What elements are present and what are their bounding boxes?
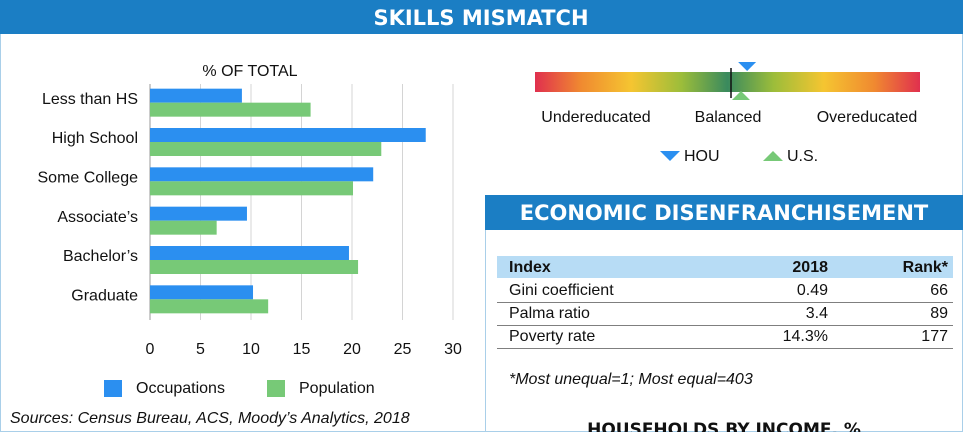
section-title: ECONOMIC DISENFRANCHISEMENT [520, 201, 929, 225]
table-cell: Palma ratio [509, 305, 590, 322]
y-tick-label: Some College [38, 170, 139, 187]
gauge-legend-label: U.S. [787, 148, 818, 165]
x-tick-label: 30 [444, 341, 462, 358]
chart-title: % OF TOTAL [202, 63, 297, 80]
table-header: Index [509, 259, 551, 276]
y-tick-label: Graduate [71, 288, 138, 305]
x-tick-label: 15 [293, 341, 311, 358]
table-cell: 0.49 [797, 282, 828, 299]
gauge-legend-symbol [763, 151, 783, 161]
gauge-bar [535, 72, 920, 92]
y-tick-label: Less than HS [42, 91, 138, 108]
table-cell: 177 [921, 328, 948, 345]
bar [150, 285, 254, 300]
table-header: 2018 [792, 259, 828, 276]
y-tick-label: Associate’s [57, 209, 138, 226]
legend-swatch [104, 380, 122, 397]
x-tick-label: 20 [343, 341, 361, 358]
y-tick-label: Bachelor’s [63, 248, 138, 265]
bar [150, 88, 242, 103]
gauge-label: Undereducated [541, 109, 650, 126]
y-tick-label: High School [52, 130, 138, 147]
legend-swatch [267, 380, 285, 397]
gauge-label: Balanced [695, 109, 762, 126]
bar [150, 206, 247, 221]
table-cell: Gini coefficient [509, 282, 614, 299]
table-cell: Poverty rate [509, 328, 595, 345]
bar [150, 142, 382, 156]
x-tick-label: 25 [394, 341, 412, 358]
x-tick-label: 0 [146, 341, 155, 358]
table-cell: 89 [930, 305, 948, 322]
gauge-marker [738, 62, 757, 71]
legend-label: Occupations [136, 380, 225, 397]
legend-label: Population [299, 380, 375, 397]
bar [150, 181, 354, 196]
bar [150, 167, 374, 182]
bar [150, 246, 349, 260]
bar [150, 220, 217, 235]
x-tick-label: 5 [196, 341, 205, 358]
gauge-marker [731, 91, 750, 100]
bar [150, 128, 426, 142]
next-section-title: HOUSEHOLDS BY INCOME, % [587, 420, 861, 432]
table-cell: 3.4 [806, 305, 828, 322]
table-header: Rank* [903, 259, 949, 276]
footnote: *Most unequal=1; Most equal=403 [509, 371, 753, 388]
source: Sources: Census Bureau, ACS, Moody’s Ana… [10, 410, 410, 427]
section-bar [485, 195, 963, 230]
table-header-bg [497, 256, 953, 278]
table-cell: 66 [930, 282, 948, 299]
bar [150, 299, 269, 314]
bar [150, 260, 359, 274]
header-bar [0, 0, 963, 34]
bar [150, 102, 311, 117]
x-tick-label: 10 [242, 341, 260, 358]
gauge-label: Overeducated [817, 109, 918, 126]
table-cell: 14.3% [783, 328, 828, 345]
header-title: SKILLS MISMATCH [373, 6, 588, 30]
gauge-legend-label: HOU [684, 148, 720, 165]
gauge-legend-symbol [660, 151, 680, 161]
